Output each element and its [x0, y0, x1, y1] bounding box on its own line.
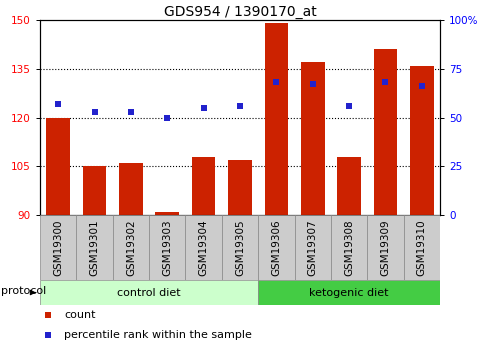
Text: control diet: control diet — [117, 287, 181, 297]
Bar — [82, 166, 106, 215]
Bar — [228, 160, 251, 215]
Bar — [40, 280, 258, 305]
Text: GSM19303: GSM19303 — [162, 219, 172, 276]
Text: GSM19309: GSM19309 — [380, 219, 389, 276]
Text: GSM19304: GSM19304 — [198, 219, 208, 276]
Bar — [294, 215, 330, 280]
Text: GSM19308: GSM19308 — [344, 219, 353, 276]
Text: GSM19305: GSM19305 — [235, 219, 244, 276]
Bar — [366, 215, 403, 280]
Text: GSM19306: GSM19306 — [271, 219, 281, 276]
Bar — [337, 157, 360, 215]
Text: GSM19307: GSM19307 — [307, 219, 317, 276]
Bar — [191, 157, 215, 215]
Bar — [185, 215, 222, 280]
Bar — [155, 212, 179, 215]
Bar — [119, 163, 142, 215]
Bar — [76, 215, 113, 280]
Bar — [409, 66, 433, 215]
Text: count: count — [64, 310, 95, 320]
Text: GSM19301: GSM19301 — [89, 219, 100, 276]
Text: GSM19302: GSM19302 — [125, 219, 136, 276]
Text: GSM19300: GSM19300 — [53, 219, 63, 276]
Bar — [40, 215, 76, 280]
Bar — [222, 215, 258, 280]
Text: protocol: protocol — [1, 286, 46, 296]
Bar — [330, 215, 366, 280]
Bar — [264, 23, 287, 215]
Bar — [46, 118, 70, 215]
Title: GDS954 / 1390170_at: GDS954 / 1390170_at — [163, 5, 316, 19]
Bar — [113, 215, 149, 280]
Bar — [258, 215, 294, 280]
Text: ketogenic diet: ketogenic diet — [309, 287, 388, 297]
Bar — [149, 215, 185, 280]
Text: GSM19310: GSM19310 — [416, 219, 426, 276]
Bar — [258, 280, 439, 305]
Bar — [300, 62, 324, 215]
Bar — [373, 49, 396, 215]
Bar — [403, 215, 439, 280]
Text: percentile rank within the sample: percentile rank within the sample — [64, 330, 251, 340]
